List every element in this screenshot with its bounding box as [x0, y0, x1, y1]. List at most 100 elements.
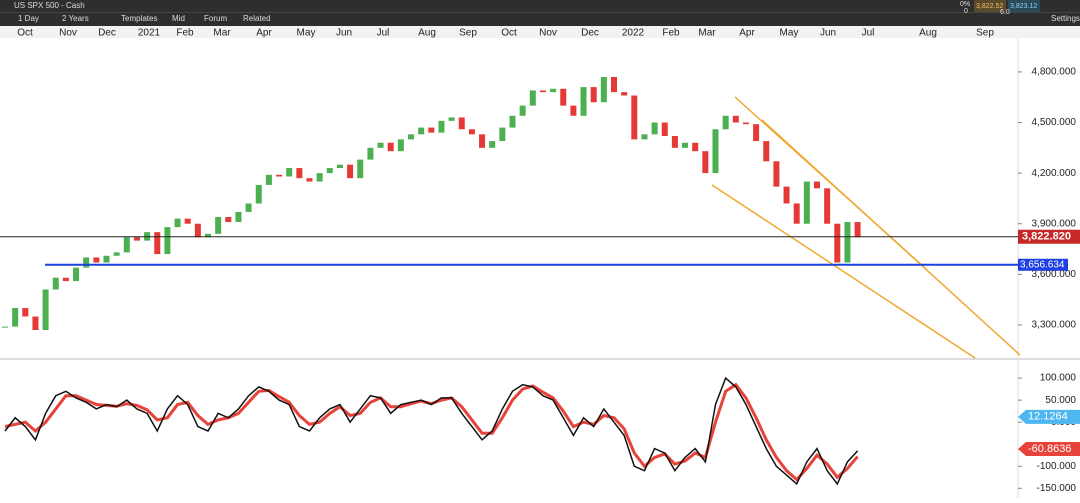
candle: [62, 277, 69, 282]
candle: [235, 211, 242, 223]
candle: [428, 127, 435, 133]
month-label: Aug: [418, 28, 436, 39]
support-price: 3,656.634: [1020, 259, 1065, 270]
candle: [550, 88, 557, 93]
ask[interactable]: 3,823.12: [1010, 3, 1037, 10]
candle: [468, 129, 475, 135]
templates[interactable]: Templates: [121, 14, 157, 23]
oscillator-line: [4, 382, 859, 482]
candle: [225, 216, 232, 223]
y-tick-label: 4,200.000: [1032, 168, 1077, 179]
candle: [357, 159, 364, 179]
candle: [631, 95, 638, 140]
y-tick-label: -150.000: [1037, 483, 1077, 494]
y-tick-label: -100.000: [1037, 461, 1077, 472]
candle: [621, 92, 628, 96]
trendline: [711, 184, 976, 359]
candle: [408, 134, 414, 140]
candle: [753, 124, 760, 142]
candle: [397, 139, 404, 152]
candle: [458, 117, 465, 130]
oscillator-line: [4, 376, 859, 486]
forum[interactable]: Forum: [204, 14, 227, 23]
candle: [336, 164, 343, 169]
y-tick-label: 3,300.000: [1032, 320, 1077, 331]
candle: [783, 186, 790, 204]
oscillator-value: 12.1264: [1028, 411, 1068, 423]
candle: [438, 120, 445, 133]
candle: [93, 257, 100, 263]
last-price: 3,822.820: [1022, 231, 1071, 243]
y-tick-label: 3,600.000: [1032, 269, 1077, 280]
candle: [418, 127, 425, 135]
y-tick-label: 4,800.000: [1032, 67, 1077, 78]
y-tick-label: 100.000: [1040, 373, 1077, 384]
candle: [265, 174, 272, 185]
settings[interactable]: Settings: [1051, 14, 1080, 23]
candle: [773, 161, 780, 187]
month-label: Apr: [739, 28, 755, 39]
candle: [296, 168, 303, 179]
candle: [73, 267, 80, 282]
interval[interactable]: 1 Day: [18, 14, 39, 23]
candle: [123, 237, 130, 253]
candle: [560, 88, 567, 106]
candle: [164, 227, 171, 255]
value-badge: [1018, 442, 1080, 457]
candle: [52, 277, 59, 290]
candle: [103, 255, 110, 263]
month-label: Feb: [662, 28, 680, 39]
mid[interactable]: Mid: [172, 14, 185, 23]
range[interactable]: 2 Years: [62, 14, 89, 23]
candle: [184, 218, 191, 224]
candle: [722, 115, 729, 130]
month-label: Sep: [459, 28, 477, 39]
candle: [479, 134, 486, 148]
candle: [32, 316, 39, 330]
month-label: May: [297, 28, 316, 39]
month-label: Apr: [256, 28, 272, 39]
bid[interactable]: 3,822.52: [976, 3, 1003, 10]
month-label: Oct: [501, 28, 517, 39]
candle: [611, 76, 617, 93]
month-label: Jul: [862, 28, 875, 39]
candle: [661, 122, 668, 137]
candle: [844, 222, 851, 263]
candle: [326, 168, 333, 174]
candle: [113, 252, 120, 256]
month-label: 2021: [138, 28, 161, 39]
candle: [814, 181, 820, 189]
month-label: Jun: [336, 28, 352, 39]
candle: [255, 184, 262, 204]
candle: [387, 142, 394, 152]
change: 0: [964, 8, 968, 15]
month-label: Nov: [539, 28, 557, 39]
candle: [205, 233, 211, 238]
change-pct: 0%: [960, 1, 970, 8]
related[interactable]: Related: [243, 14, 271, 23]
candle: [174, 218, 181, 228]
y-tick-label: 3,900.000: [1032, 218, 1077, 229]
candle: [22, 308, 29, 317]
candle: [580, 87, 587, 116]
candle: [570, 105, 577, 116]
candle: [590, 87, 597, 103]
instrument[interactable]: US SPX 500 - Cash: [14, 1, 85, 10]
bid-box[interactable]: [974, 0, 1006, 12]
candle: [316, 173, 323, 182]
candle: [742, 122, 749, 125]
month-label: Jun: [820, 28, 836, 39]
y-tick-label: 4,500.000: [1032, 117, 1077, 128]
price-badge: [1018, 229, 1080, 244]
candle: [824, 188, 831, 224]
value-badge: [1018, 409, 1080, 424]
month-label: May: [780, 28, 799, 39]
candle: [732, 115, 739, 123]
ask-box[interactable]: [1008, 0, 1040, 12]
candle: [489, 141, 496, 148]
candle: [12, 308, 19, 327]
month-label: Dec: [98, 28, 116, 39]
candle: [306, 178, 313, 182]
candle: [702, 151, 709, 174]
trendlines: [711, 96, 1021, 359]
